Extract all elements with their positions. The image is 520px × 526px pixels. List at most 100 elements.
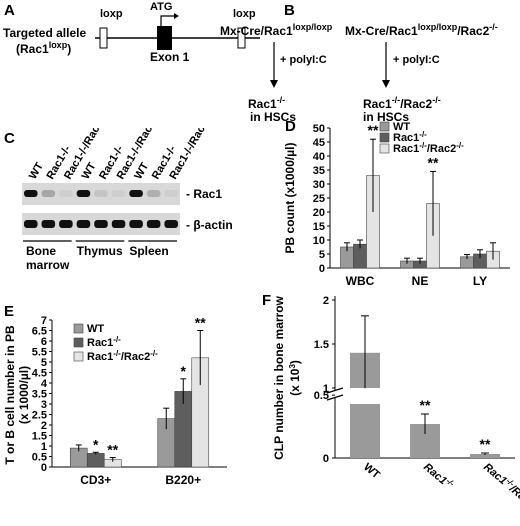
panel-e-label: E	[4, 303, 15, 320]
bar	[86, 453, 105, 468]
significance-label: **	[428, 154, 439, 170]
bar	[470, 454, 500, 458]
panel-a-label: A	[4, 2, 15, 19]
y-tick-label: 1.5	[32, 431, 47, 443]
rac1-band	[24, 190, 38, 197]
legend-label: Rac1-/-	[87, 335, 121, 349]
tissue-label: Thymus	[77, 244, 123, 258]
b-left-title: Mx-Cre/Rac1loxp/loxp	[220, 22, 333, 38]
bar-lower	[350, 404, 380, 458]
x-category-label: B220+	[165, 473, 201, 487]
y-tick-label: 20	[313, 207, 325, 219]
significance-label: **	[420, 397, 431, 413]
tissue-label-marrow: marrow	[26, 258, 70, 272]
y-tick-label: 40	[313, 151, 325, 163]
chart-e: 00.511.522.533.544.555.566.57 CD3+ B220+ T …	[3, 315, 227, 487]
chart-f: 0 0.51 1.5 2 CLP number in bone marrow (x 103…	[272, 296, 520, 516]
legend-swatch	[379, 121, 390, 132]
x-category-label: WBC	[346, 274, 375, 288]
y-axis-title: PB count (x1000/µl)	[283, 143, 297, 254]
panel-c-label: C	[4, 130, 15, 147]
y-axis-title-line2: (x 103)	[288, 360, 302, 396]
targeted-allele-label-line2: (Rac1loxp)	[16, 40, 72, 56]
b-right-result: Rac1-/-/Rac2-/-	[363, 95, 441, 111]
y-axis-title-line1: CLP number in bone marrow	[272, 296, 286, 460]
rac1-band	[111, 190, 126, 197]
y-tick-label: 0	[323, 453, 329, 465]
x-category-label: CD3+	[80, 473, 111, 487]
y-tick-label: 1.5	[314, 339, 329, 351]
rac1-band	[41, 190, 56, 197]
actin-band	[41, 220, 56, 228]
rac1-band-label: - Rac1	[186, 187, 222, 201]
tissue-label-bone: Bone	[26, 244, 56, 258]
legend-label: WT	[87, 323, 104, 335]
exon-label: Exon 1	[150, 50, 190, 64]
y-tick-label: 4.5	[32, 368, 47, 380]
y-tick-label: 35	[313, 165, 325, 177]
b-right-treatment: + polyI:C	[393, 54, 440, 66]
x-category-label: WT	[361, 461, 382, 481]
y-tick-label: 4	[41, 378, 48, 390]
axis-break-mark	[326, 394, 344, 401]
b-left-result: Rac1-/-	[248, 95, 286, 111]
targeted-allele-diagram	[95, 13, 260, 50]
x-category-label: NE	[412, 274, 429, 288]
b-arrows	[270, 42, 390, 88]
loxp-label-right: loxp	[233, 8, 256, 20]
legend-label: Rac1-/-	[393, 130, 427, 144]
actin-band	[129, 220, 143, 228]
y-tick-label: 1	[41, 441, 47, 453]
y-tick-label: 0.5	[314, 390, 329, 402]
y-tick-label: 5	[41, 357, 47, 369]
y-tick-label: 45	[313, 137, 325, 149]
tissue-label: Spleen	[129, 244, 168, 258]
y-tick-label: 3.5	[32, 389, 47, 401]
lane-label: WT	[27, 160, 46, 181]
rac1-blot-strip	[22, 183, 180, 205]
y-tick-label: 3	[41, 399, 47, 411]
b-right-title: Mx-Cre/Rac1loxp/loxp/Rac2-/-	[345, 22, 498, 38]
significance-label: *	[93, 436, 99, 452]
exon-box	[157, 26, 172, 50]
y-tick-label: 10	[313, 235, 325, 247]
axis-break-gap	[329, 390, 341, 398]
y-tick-label: 1	[323, 383, 329, 395]
y-tick-label: 0.5	[32, 452, 47, 464]
y-tick-label: 5	[319, 249, 325, 261]
legend-swatch	[379, 132, 390, 143]
legend-swatch	[73, 351, 84, 362]
legend-swatch	[379, 143, 390, 154]
western-blot: WTRac1-/-Rac1-/-/Rac2-/-WTRac1-/-Rac1-/-…	[22, 128, 233, 272]
targeted-allele-label-line1: Targeted allele	[3, 26, 87, 40]
actin-band	[24, 220, 38, 228]
b-left-arrowhead-icon	[270, 80, 278, 88]
x-category-label: Rac1-/-	[421, 460, 456, 493]
axis-break-mark	[326, 387, 344, 394]
atg-arrow-icon	[160, 15, 174, 26]
y-axis-title-line2: (x 1000/µl)	[17, 366, 31, 424]
y-tick-label: 50	[313, 123, 325, 135]
y-tick-label: 30	[313, 179, 325, 191]
actin-band	[76, 220, 91, 228]
y-tick-label: 0	[319, 263, 325, 275]
b-right-result2: in HSCs	[363, 110, 410, 124]
x-category-label: Rac1-/-/Rac2-/-	[481, 460, 520, 516]
y-tick-label: 6	[41, 336, 47, 348]
y-tick-label: 2	[323, 296, 329, 307]
rac1-band	[164, 190, 178, 197]
y-tick-label: 7	[41, 315, 47, 327]
x-category-label: LY	[473, 274, 487, 288]
atg-arrowhead-icon	[174, 13, 179, 19]
legend-label: Rac1-/-/Rac2-/-	[87, 349, 158, 363]
actin-band	[164, 220, 178, 228]
actin-band	[111, 220, 126, 228]
legend-swatch	[73, 323, 84, 334]
significance-label: *	[181, 363, 187, 379]
y-axis-title-line1: T or B cell number in PB	[3, 325, 17, 465]
actin-band-label: - β-actin	[186, 218, 233, 232]
b-left-result2: in HSCs	[250, 110, 297, 124]
atg-label: ATG	[150, 1, 173, 13]
significance-label: **	[107, 442, 118, 458]
actin-band	[59, 220, 73, 228]
